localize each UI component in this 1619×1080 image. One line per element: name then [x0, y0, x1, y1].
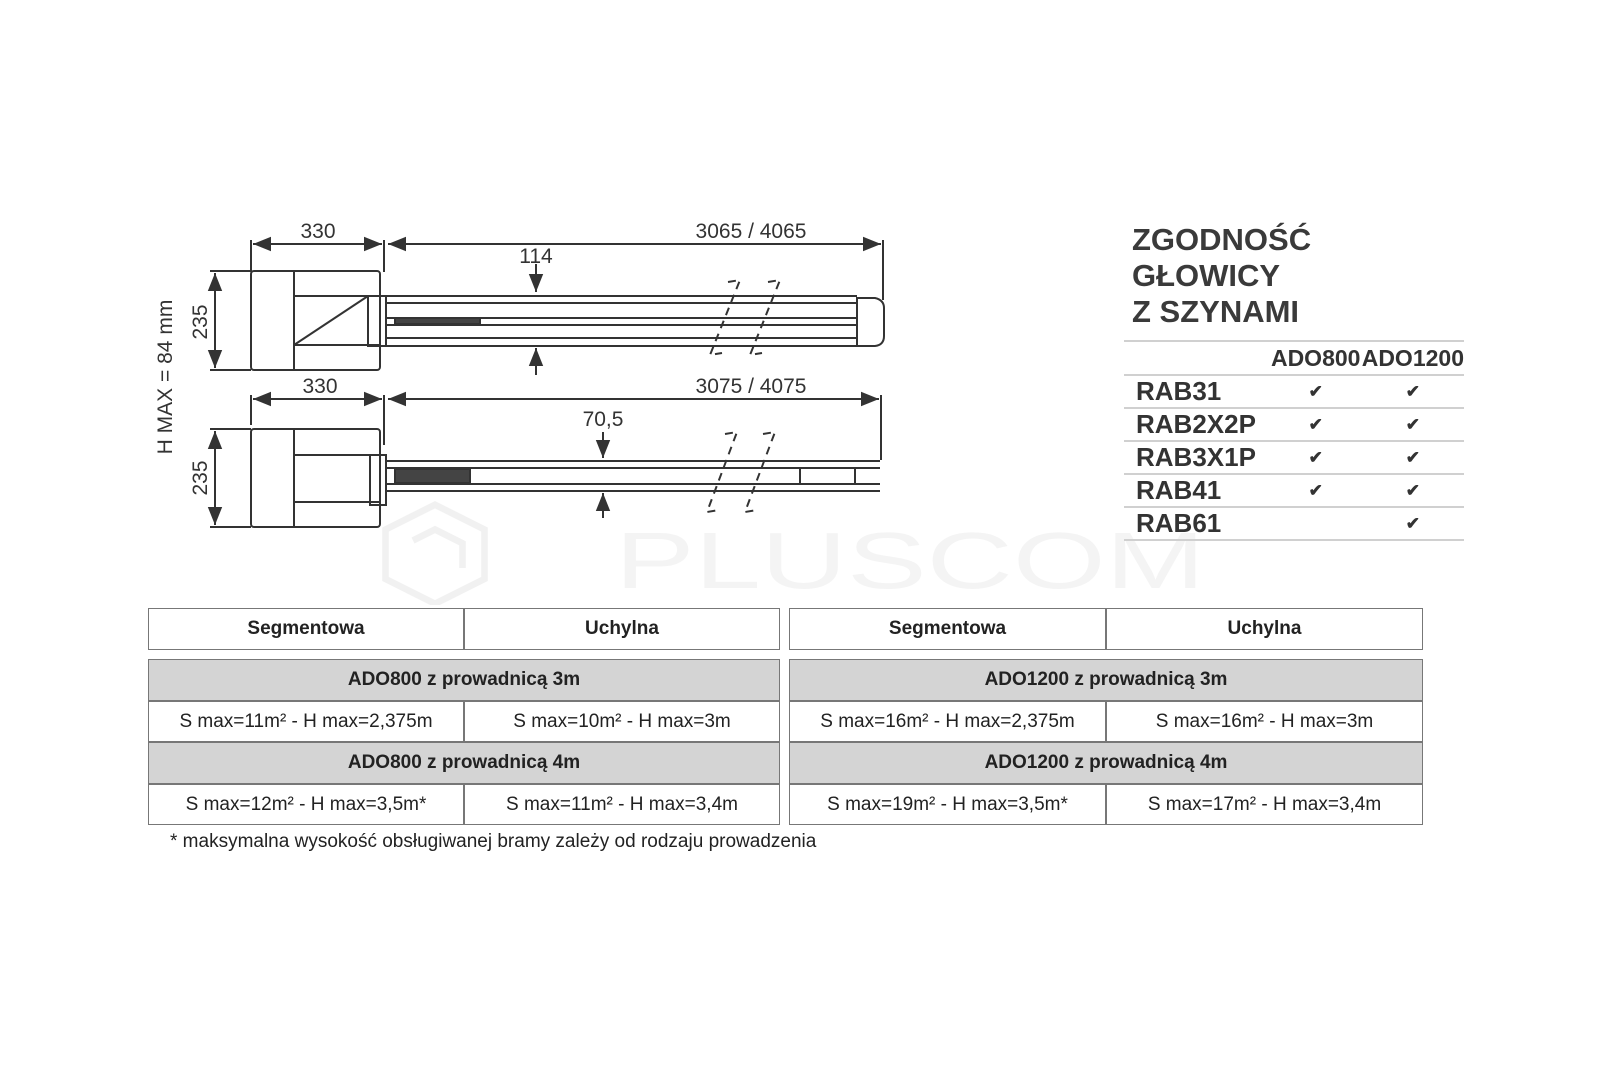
rail-top — [386, 295, 885, 347]
pluscom-watermark: PLUSCOM — [382, 501, 1205, 605]
check-icon: ✔ — [1361, 374, 1464, 408]
motor-head-bottom — [250, 428, 381, 528]
group-title: ADO1200 z prowadnicą 3m — [789, 659, 1423, 701]
hexagon-logo-icon — [382, 501, 488, 605]
compatibility-table: ADO800 ADO1200 RAB31 ✔ ✔ RAB2X2P ✔ ✔ RAB3X1P… — [1124, 340, 1464, 541]
col-ado800: ADO800 — [1269, 340, 1362, 375]
check-icon: ✔ — [1361, 407, 1464, 441]
spec-table-ado800: Segmentowa Uchylna ADO800 z prowadnicą 3m… — [148, 608, 780, 825]
rail-name: RAB2X2P — [1124, 407, 1270, 441]
cell-segmentowa: S max=16m² - H max=2,375m — [789, 701, 1106, 742]
bottom-motor-width-label: 330 — [302, 375, 337, 398]
group-title: ADO800 z prowadnicą 3m — [148, 659, 780, 701]
check-icon: ✔ — [1269, 374, 1362, 408]
title-line-1: ZGODNOŚĆ GŁOWICY — [1132, 222, 1312, 293]
compatibility-panel: ZGODNOŚĆ GŁOWICY Z SZYNAMI ADO800 ADO120… — [1124, 222, 1464, 541]
cell-segmentowa: S max=11m² - H max=2,375m — [148, 701, 464, 742]
table-row: RAB31 ✔ ✔ — [1124, 374, 1464, 408]
header-segmentowa: Segmentowa — [148, 608, 464, 650]
rail-name: RAB41 — [1124, 473, 1270, 507]
header-uchylna: Uchylna — [1106, 608, 1423, 650]
cell-uchylna: S max=17m² - H max=3,4m — [1106, 784, 1423, 825]
group-title: ADO800 z prowadnicą 4m — [148, 742, 780, 784]
bottom-rail-length-label: 3075 / 4075 — [696, 375, 807, 398]
header-uchylna: Uchylna — [464, 608, 780, 650]
h-max-label: H MAX = 84 mm — [154, 300, 177, 455]
top-motor-width-label: 330 — [300, 220, 335, 243]
top-rail-length-label: 3065 / 4065 — [696, 220, 807, 243]
rail-bottom — [386, 460, 880, 492]
check-icon: ✔ — [1361, 506, 1464, 541]
top-rail-height-label: 114 — [519, 245, 553, 268]
bottom-motor-height-label: 235 — [189, 460, 212, 495]
cell-uchylna: S max=16m² - H max=3m — [1106, 701, 1423, 742]
bottom-rail-height-label: 70,5 — [583, 408, 624, 431]
watermark-text: PLUSCOM — [615, 516, 1205, 605]
cell-segmentowa: S max=19m² - H max=3,5m* — [789, 784, 1106, 825]
rail-name: RAB61 — [1124, 506, 1270, 541]
check-icon: ✔ — [1269, 473, 1362, 507]
table-row: RAB3X1P ✔ ✔ — [1124, 440, 1464, 474]
spec-table-ado1200: Segmentowa Uchylna ADO1200 z prowadnicą 3… — [789, 608, 1423, 825]
group-title: ADO1200 z prowadnicą 4m — [789, 742, 1423, 784]
footnote: * maksymalna wysokość obsługiwanej bramy… — [170, 831, 817, 852]
table-row: RAB2X2P ✔ ✔ — [1124, 407, 1464, 441]
cell-segmentowa: S max=12m² - H max=3,5m* — [148, 784, 464, 825]
check-icon — [1269, 506, 1362, 541]
col-ado1200: ADO1200 — [1361, 340, 1464, 375]
title-line-2: Z SZYNAMI — [1132, 294, 1300, 329]
check-icon: ✔ — [1269, 440, 1362, 474]
compatibility-title: ZGODNOŚĆ GŁOWICY Z SZYNAMI — [1132, 222, 1464, 330]
motor-head-top — [250, 270, 381, 371]
top-motor-height-label: 235 — [189, 304, 212, 339]
check-icon: ✔ — [1361, 473, 1464, 507]
rail-name: RAB3X1P — [1124, 440, 1270, 474]
check-icon: ✔ — [1269, 407, 1362, 441]
table-row: RAB61 ✔ — [1124, 506, 1464, 541]
header-segmentowa: Segmentowa — [789, 608, 1106, 650]
header-row: ADO800 ADO1200 — [1124, 340, 1464, 375]
cell-uchylna: S max=11m² - H max=3,4m — [464, 784, 780, 825]
table-row: RAB41 ✔ ✔ — [1124, 473, 1464, 507]
cell-uchylna: S max=10m² - H max=3m — [464, 701, 780, 742]
check-icon: ✔ — [1361, 440, 1464, 474]
rail-name: RAB31 — [1124, 374, 1270, 408]
